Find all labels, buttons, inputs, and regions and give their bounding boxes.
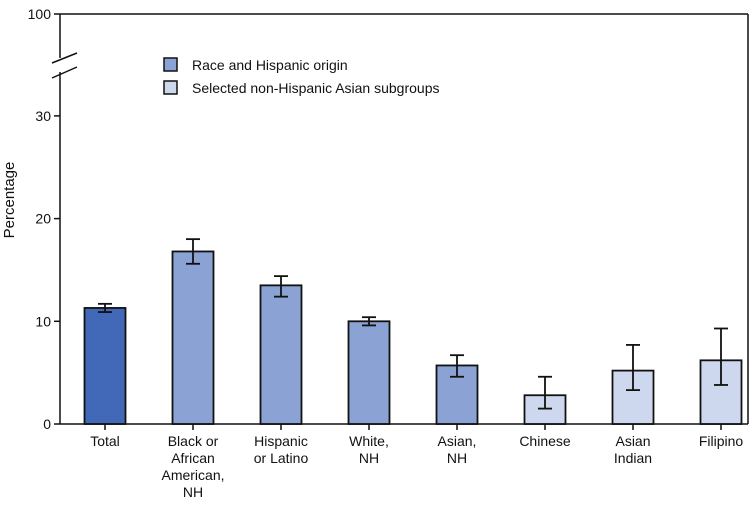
- x-tick-label: Asian: [615, 433, 650, 449]
- bar: [259, 284, 303, 425]
- x-tick-label: Filipino: [699, 433, 744, 449]
- axis-break-mark: [51, 52, 78, 64]
- x-tick-label: NH: [447, 450, 467, 466]
- legend-swatch: [163, 80, 178, 95]
- x-tick-label: American,: [161, 467, 224, 483]
- bar: [347, 320, 391, 425]
- y-tick-label: 100: [28, 6, 52, 22]
- x-tick-label: Black or: [168, 433, 219, 449]
- legend-swatch: [163, 57, 178, 72]
- legend-label: Selected non-Hispanic Asian subgroups: [192, 80, 440, 96]
- legend-label: Race and Hispanic origin: [192, 57, 348, 73]
- bar: [171, 250, 215, 425]
- x-tick-label: African: [171, 450, 215, 466]
- x-tick-label: NH: [359, 450, 379, 466]
- x-tick-label: or Latino: [254, 450, 309, 466]
- y-axis-label: Percentage: [1, 162, 18, 239]
- axis-break-mark: [51, 66, 78, 79]
- x-tick-label: White,: [349, 433, 389, 449]
- y-tick-label: 20: [35, 211, 51, 227]
- y-tick-label: 30: [35, 108, 51, 124]
- x-tick-label: Asian,: [438, 433, 477, 449]
- x-tick-label: Total: [90, 433, 120, 449]
- x-tick-label: Hispanic: [254, 433, 308, 449]
- bar: [83, 307, 127, 425]
- y-tick-label: 0: [43, 416, 51, 432]
- x-tick-label: Chinese: [519, 433, 571, 449]
- y-tick-label: 10: [35, 313, 51, 329]
- x-tick-label: Indian: [614, 450, 652, 466]
- x-tick-label: NH: [183, 484, 203, 500]
